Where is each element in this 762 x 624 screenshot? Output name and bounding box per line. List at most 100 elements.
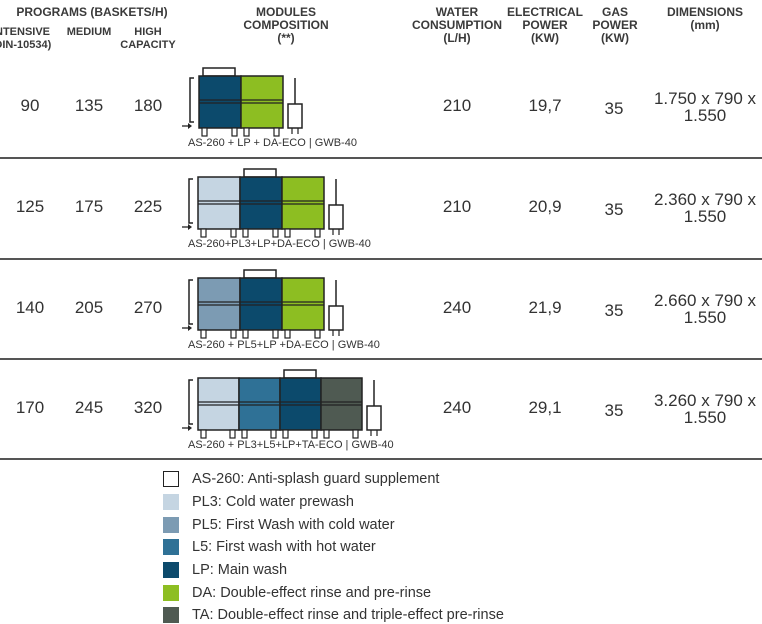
module-caption: AS-260+PL3+LP+DA-ECO | GWB-40 — [188, 238, 371, 250]
medium-header: MEDIUM — [66, 26, 112, 38]
legend-item-pl3: PL3: Cold water prewash — [163, 491, 504, 514]
dims-header: DIMENSIONS — [666, 5, 743, 19]
dimensions-line-2: 1.550 — [683, 408, 727, 427]
top-cover — [283, 369, 317, 379]
medium-value: 135 — [74, 96, 104, 115]
module-l5 — [238, 377, 281, 431]
medium-value: 175 — [74, 197, 104, 216]
medium-value: 245 — [74, 398, 104, 417]
legend-item-as: AS-260: Anti-splash guard supplement — [163, 468, 504, 491]
high-capacity-value: 270 — [133, 298, 163, 317]
elec-header: ELECTRICAL — [507, 5, 583, 19]
dimensions-value: 2.660 x 790 x 1.550 — [640, 292, 762, 326]
intensive-header: INTENSIVE — [0, 26, 51, 38]
module-composition-diagram — [182, 269, 344, 339]
water-value: 240 — [442, 298, 472, 317]
dims-unit: (mm) — [690, 18, 720, 32]
module-foot — [352, 429, 359, 439]
water-unit: (L/H) — [443, 31, 471, 45]
modules-note: (**) — [277, 31, 295, 45]
intensive-value: 90 — [20, 96, 40, 115]
high-header: HIGH — [134, 26, 162, 38]
dimensions-line-1: 2.360 x 790 x — [653, 190, 757, 209]
module-da — [240, 75, 284, 129]
water-value: 210 — [442, 197, 472, 216]
legend-label: PL3: Cold water prewash — [192, 494, 354, 511]
module-composition-diagram — [182, 168, 344, 238]
module-foot — [200, 228, 207, 238]
gwb-40-unit — [328, 305, 344, 331]
arrow-head-icon — [188, 224, 192, 230]
module-foot — [273, 127, 280, 137]
top-cover — [243, 168, 277, 178]
legend: AS-260: Anti-splash guard supplement PL3:… — [163, 468, 504, 624]
dimensions-value: 1.750 x 790 x 1.550 — [640, 90, 762, 124]
module-foot — [282, 429, 289, 439]
dimensions-line-1: 1.750 x 790 x — [653, 89, 757, 108]
legend-swatch — [163, 607, 179, 624]
legend-label: AS-260: Anti-splash guard supplement — [192, 471, 440, 488]
module-foot — [323, 429, 330, 439]
row-background — [0, 260, 762, 360]
module-foot — [229, 429, 236, 439]
table-row: 140 205 270 240 21,9 35 2.660 x 790 x 1.550 AS-2… — [0, 260, 762, 360]
module-foot — [242, 329, 249, 339]
legend-label: TA: Double-effect rinse and triple-effec… — [192, 607, 504, 624]
arrow-head-icon — [188, 425, 192, 431]
gas-power-value: 35 — [604, 401, 624, 420]
module-foot — [270, 429, 277, 439]
dimensions-value: 2.360 x 790 x 1.550 — [640, 191, 762, 225]
module-lp — [198, 75, 242, 129]
module-pl5 — [197, 277, 241, 331]
row-separator — [0, 458, 762, 460]
module-foot — [201, 127, 208, 137]
gas-unit: (KW) — [601, 31, 629, 45]
module-foot — [200, 329, 207, 339]
elec-sub-header: POWER — [522, 18, 568, 32]
module-foot — [314, 329, 321, 339]
module-pl3 — [197, 176, 241, 230]
water-sub-header: CONSUMPTION — [412, 18, 502, 32]
modules-header: MODULES — [256, 5, 316, 19]
table-row: 125 175 225 210 20,9 35 2.360 x 790 x 1.550 AS-2… — [0, 159, 762, 259]
module-foot — [231, 127, 238, 137]
module-foot — [242, 228, 249, 238]
legend-swatch — [163, 539, 179, 556]
module-foot — [243, 127, 250, 137]
legend-swatch — [163, 516, 179, 533]
module-foot — [230, 329, 237, 339]
anti-splash-guard — [188, 279, 193, 325]
legend-item-l5: L5: First wash with hot water — [163, 536, 504, 559]
gwb-40-unit — [328, 204, 344, 230]
row-separator — [0, 258, 762, 260]
module-foot — [314, 228, 321, 238]
module-foot — [284, 329, 291, 339]
gas-power-value: 35 — [604, 99, 624, 118]
arrow-head-icon — [188, 123, 192, 129]
legend-label: L5: First wash with hot water — [192, 539, 376, 556]
electrical-power-value: 19,7 — [528, 96, 562, 115]
gwb-40-unit — [366, 405, 382, 431]
row-background — [0, 159, 762, 259]
legend-swatch — [163, 471, 179, 488]
dimensions-value: 3.260 x 790 x 1.550 — [640, 392, 762, 426]
dimensions-line-2: 1.550 — [683, 308, 727, 327]
intensive-value: 125 — [15, 197, 45, 216]
dimensions-line-2: 1.550 — [683, 106, 727, 125]
gas-sub-header: POWER — [592, 18, 638, 32]
dimensions-line-1: 3.260 x 790 x — [653, 391, 757, 410]
high-capacity-value: 320 — [133, 398, 163, 417]
module-foot — [200, 429, 207, 439]
module-foot — [272, 329, 279, 339]
module-da — [281, 176, 325, 230]
top-cover — [202, 67, 236, 77]
legend-item-pl5: PL5: First Wash with cold water — [163, 513, 504, 536]
anti-splash-guard — [189, 77, 194, 123]
module-caption: AS-260 + LP + DA-ECO | GWB-40 — [188, 137, 357, 149]
top-cover — [243, 269, 277, 279]
table-row: 90 135 180 210 19,7 35 1.750 x 790 x 1.550 AS-26… — [0, 58, 762, 158]
gas-power-value: 35 — [604, 200, 624, 219]
legend-swatch — [163, 584, 179, 601]
programs-header: PROGRAMS (BASKETS/H) — [16, 5, 168, 19]
row-separator — [0, 157, 762, 159]
